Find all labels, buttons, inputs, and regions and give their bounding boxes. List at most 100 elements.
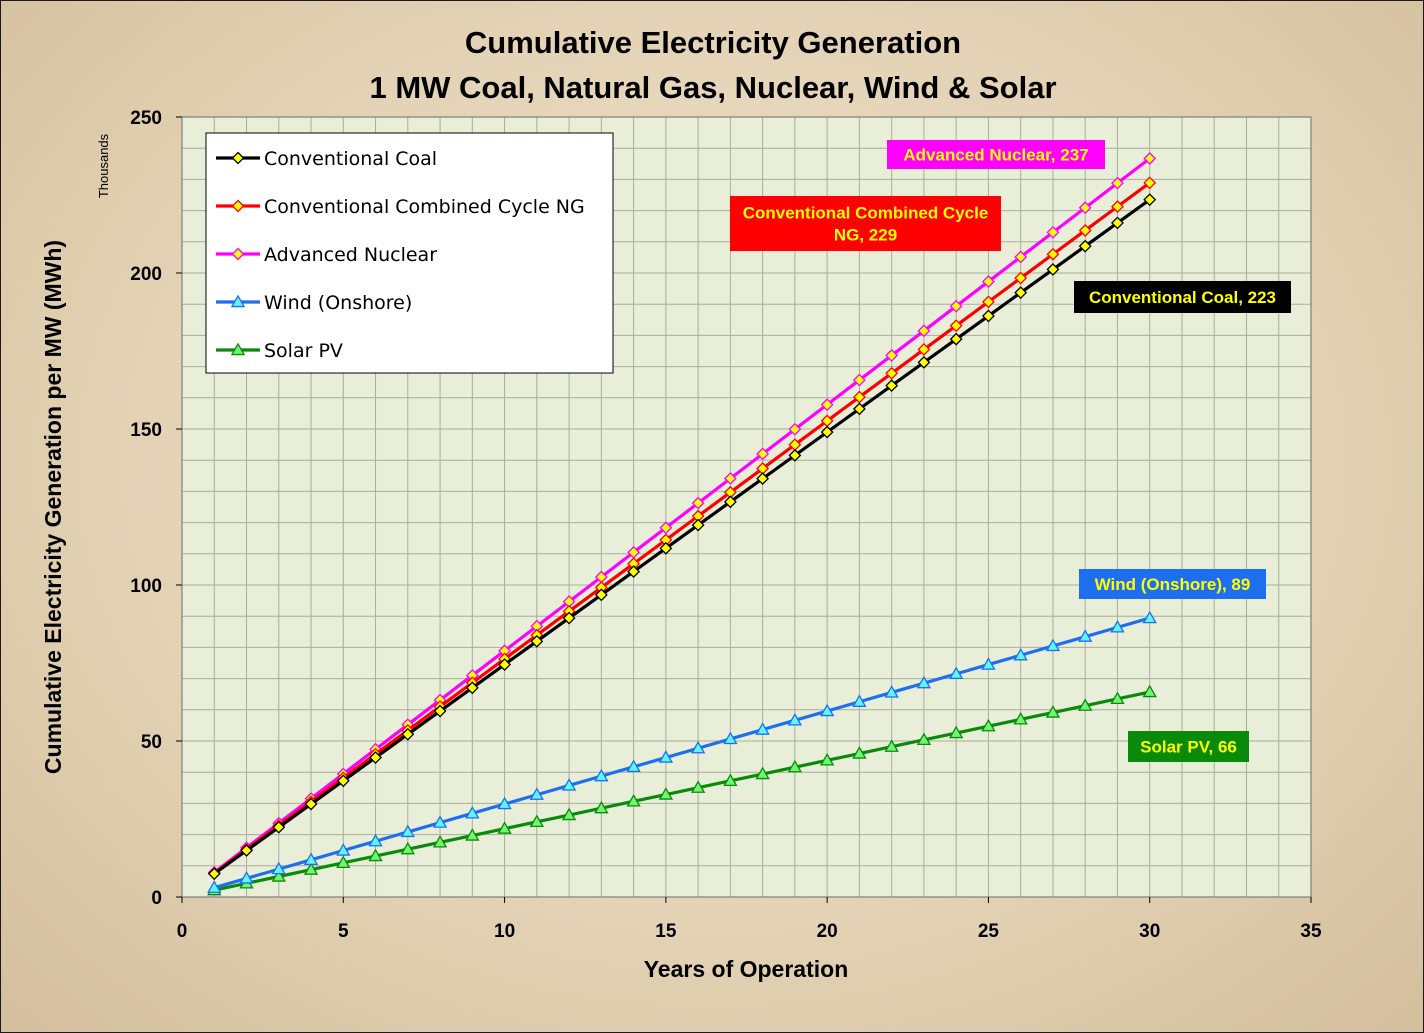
- data-point-wind-onshore: [1142, 610, 1157, 624]
- data-point-advanced-nuclear: [788, 422, 802, 436]
- x-tick-label: 35: [1300, 921, 1322, 942]
- legend-box: [205, 132, 614, 374]
- data-point-wind-onshore: [884, 685, 899, 698]
- data-point-wind-onshore: [465, 805, 480, 819]
- data-point-conventional-coal: [627, 565, 641, 579]
- data-labels: Advanced Nuclear, 237 Conventional Combin…: [730, 140, 1291, 762]
- data-point-wind-onshore: [303, 852, 319, 865]
- data-point-conventional-combined-cycle-ng: [1143, 176, 1157, 190]
- data-point-conventional-coal: [304, 797, 318, 811]
- data-point-conventional-coal: [852, 402, 866, 416]
- data-point-solar-pv: [561, 807, 577, 821]
- data-label-text: Wind (Onshore), 89: [1095, 575, 1251, 594]
- legend: Conventional Coal Conventional Combined C…: [205, 132, 614, 374]
- data-point-advanced-nuclear: [691, 496, 705, 510]
- data-point-solar-pv: [1045, 705, 1061, 718]
- data-point-wind-onshore: [1078, 629, 1093, 642]
- data-point-conventional-coal: [336, 774, 350, 788]
- legend-swatch-marker: [231, 151, 245, 165]
- y-tick-label: 100: [130, 576, 162, 597]
- legend-entry-solar-pv: Solar PV: [264, 340, 343, 362]
- data-point-conventional-coal: [756, 472, 770, 486]
- data-point-conventional-coal: [820, 425, 834, 439]
- data-point-wind-onshore: [400, 824, 415, 838]
- data-point-wind-onshore: [207, 880, 222, 893]
- data-label-1: Conventional Combined Cycle NG, 229: [730, 196, 1001, 251]
- data-point-conventional-coal: [723, 495, 737, 509]
- data-point-solar-pv: [368, 848, 383, 862]
- y-tick-label: 200: [130, 264, 162, 285]
- data-point-solar-pv: [626, 793, 641, 807]
- data-point-wind-onshore: [239, 871, 254, 884]
- data-point-solar-pv: [1078, 698, 1093, 711]
- x-tick-label: 20: [817, 921, 838, 942]
- data-label-box: [730, 196, 1001, 251]
- data-point-conventional-coal: [272, 820, 286, 834]
- data-point-solar-pv: [819, 752, 835, 766]
- chart-title: Cumulative Electricity Generation: [465, 25, 961, 60]
- y-tick-label: 50: [141, 732, 162, 753]
- legend-entry-wind-onshore: Wind (Onshore): [264, 292, 412, 314]
- data-point-advanced-nuclear: [1046, 225, 1060, 239]
- data-point-solar-pv: [723, 773, 738, 787]
- data-point-wind-onshore: [658, 750, 674, 763]
- data-point-wind-onshore: [626, 759, 641, 773]
- data-point-conventional-combined-cycle-ng: [1014, 271, 1028, 285]
- data-point-advanced-nuclear: [1014, 250, 1028, 264]
- data-label-text: Solar PV, 66: [1140, 738, 1237, 757]
- legend-swatch-marker: [231, 199, 245, 213]
- data-point-wind-onshore: [368, 833, 383, 847]
- data-point-advanced-nuclear: [820, 398, 834, 412]
- data-point-conventional-coal: [1078, 239, 1092, 253]
- data-point-wind-onshore: [755, 722, 770, 735]
- legend-swatch-marker: [231, 247, 245, 261]
- data-label-text: NG, 229: [834, 226, 897, 245]
- data-point-wind-onshore: [916, 675, 932, 689]
- data-point-conventional-coal: [949, 332, 963, 346]
- data-point-solar-pv: [852, 746, 867, 759]
- data-point-solar-pv: [1142, 684, 1157, 698]
- data-point-advanced-nuclear: [982, 275, 995, 288]
- data-point-advanced-nuclear: [1143, 152, 1157, 165]
- data-point-conventional-combined-cycle-ng: [1111, 200, 1124, 214]
- data-point-wind-onshore: [1110, 620, 1125, 633]
- x-tick-label: 0: [177, 921, 188, 942]
- data-point-conventional-coal: [1046, 262, 1060, 276]
- data-point-solar-pv: [400, 841, 415, 855]
- data-point-advanced-nuclear: [1078, 201, 1092, 215]
- data-point-conventional-combined-cycle-ng: [949, 319, 963, 333]
- data-label-2: Conventional Coal, 223: [1074, 281, 1291, 313]
- data-label-box: [1079, 569, 1266, 599]
- data-point-solar-pv: [465, 828, 480, 841]
- data-point-conventional-coal: [369, 751, 382, 764]
- data-point-solar-pv: [529, 814, 544, 828]
- axis-ticks: 0 5 10 15 20 25 30 35 0 50 100 150 200 250: [130, 108, 1322, 942]
- data-point-advanced-nuclear: [756, 447, 770, 461]
- data-point-wind-onshore: [819, 703, 835, 717]
- data-label-3: Wind (Onshore), 89: [1079, 569, 1266, 599]
- data-point-wind-onshore: [561, 778, 577, 791]
- data-point-advanced-nuclear: [917, 324, 931, 338]
- data-point-conventional-coal: [401, 727, 415, 741]
- data-label-text: Advanced Nuclear, 237: [903, 146, 1088, 165]
- data-point-solar-pv: [787, 759, 803, 773]
- series-wind-onshore: [207, 610, 1157, 893]
- data-point-conventional-coal: [530, 634, 544, 648]
- data-point-solar-pv: [271, 869, 286, 882]
- y-tick-label: 150: [130, 420, 162, 441]
- data-point-solar-pv: [981, 718, 996, 732]
- data-point-conventional-coal: [885, 379, 899, 393]
- data-point-conventional-coal: [1014, 286, 1028, 300]
- x-tick-label: 15: [655, 921, 677, 942]
- data-point-conventional-coal: [1143, 193, 1157, 207]
- data-point-solar-pv: [1110, 691, 1125, 705]
- data-point-conventional-coal: [240, 844, 253, 857]
- y-tick-label: 0: [151, 888, 162, 909]
- legend-entry-conventional-coal: Conventional Coal: [264, 148, 437, 170]
- data-point-conventional-coal: [917, 355, 931, 369]
- series-conventional-coal: [207, 193, 1157, 881]
- data-point-conventional-coal: [498, 658, 511, 671]
- data-point-solar-pv: [690, 780, 706, 793]
- data-label-text: Conventional Coal, 223: [1089, 288, 1276, 307]
